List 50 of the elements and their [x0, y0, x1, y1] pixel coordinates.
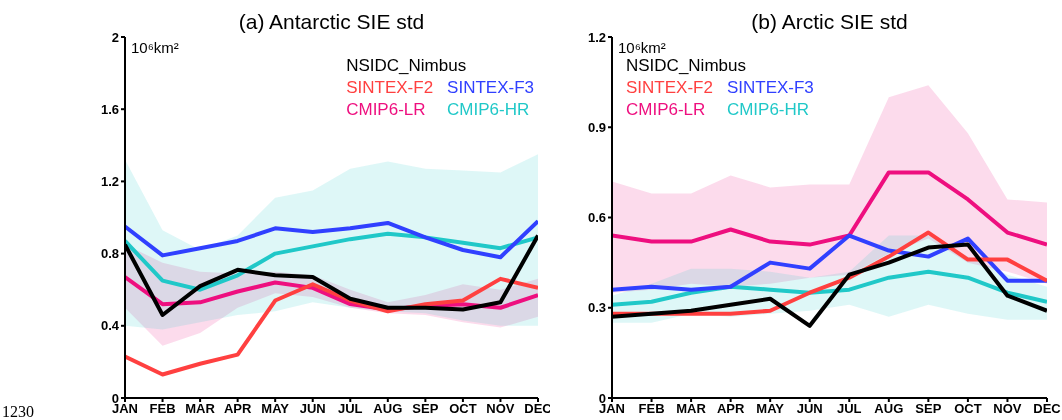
line-series — [125, 276, 538, 377]
x-tick-label: AUG — [373, 401, 403, 417]
text: 1230 — [2, 403, 34, 420]
text: CMIP6-HR — [447, 99, 531, 121]
x-tick-label: MAY — [261, 401, 290, 417]
text: SINTEX-F3 — [447, 77, 534, 99]
x-tick-label: SEP — [412, 401, 439, 417]
x-tick-label: OCT — [449, 401, 477, 417]
y-tick-label: 1.2 — [587, 29, 606, 45]
x-tick-label: JUN — [796, 401, 823, 417]
y-axis-title: 10⁶km² — [131, 39, 179, 56]
y-tick-label: 2 — [111, 29, 119, 45]
y-axis-title: 10⁶km² — [618, 39, 666, 56]
chart-title: (b) Arctic SIE std — [750, 10, 909, 34]
chart-title: (a) Antarctic SIE std — [237, 10, 426, 34]
text: SINTEX-F3 — [726, 77, 814, 99]
text: CMIP6-HR — [726, 99, 811, 121]
line-series — [612, 170, 1047, 247]
x-tick-label: FEB — [638, 401, 665, 417]
x-tick-label: APR — [716, 401, 745, 417]
y-tick-label: 0.9 — [587, 119, 606, 135]
x-tick-label: MAY — [756, 401, 785, 417]
text: CMIP6-LR — [626, 99, 707, 121]
line-series — [125, 231, 538, 292]
x-tick-label: NOV — [486, 401, 515, 417]
x-tick-label: AUG — [874, 401, 904, 417]
x-tick-label: MAR — [185, 401, 216, 417]
y-tick-label: 0.4 — [100, 318, 120, 334]
y-tick-label: 0.3 — [587, 300, 606, 316]
x-tick-label: NOV — [993, 401, 1022, 417]
text: SINTEX-F2 — [626, 77, 713, 99]
y-tick-label: 1.6 — [100, 101, 119, 117]
line-series — [125, 219, 538, 260]
text: CMIP6-LR — [346, 99, 427, 121]
text: NSIDC_Nimbus — [346, 55, 468, 77]
x-tick-label: APR — [223, 401, 252, 417]
x-tick-label: OCT — [954, 401, 982, 417]
x-tick-label: SEP — [915, 401, 942, 417]
line-series — [612, 233, 1047, 292]
x-tick-label: JUN — [299, 401, 326, 417]
x-tick-label: JUL — [836, 401, 862, 417]
y-tick-label: 1.2 — [100, 174, 119, 190]
text: NSIDC_Nimbus — [626, 55, 747, 77]
x-tick-label: JUL — [337, 401, 363, 417]
text: SINTEX-F2 — [346, 77, 434, 99]
y-tick-label: 0.6 — [587, 210, 606, 226]
y-tick-label: 0.8 — [100, 246, 119, 262]
x-tick-label: DEC — [1033, 401, 1062, 417]
x-tick-label: MAR — [676, 401, 707, 417]
x-tick-label: FEB — [149, 401, 176, 417]
